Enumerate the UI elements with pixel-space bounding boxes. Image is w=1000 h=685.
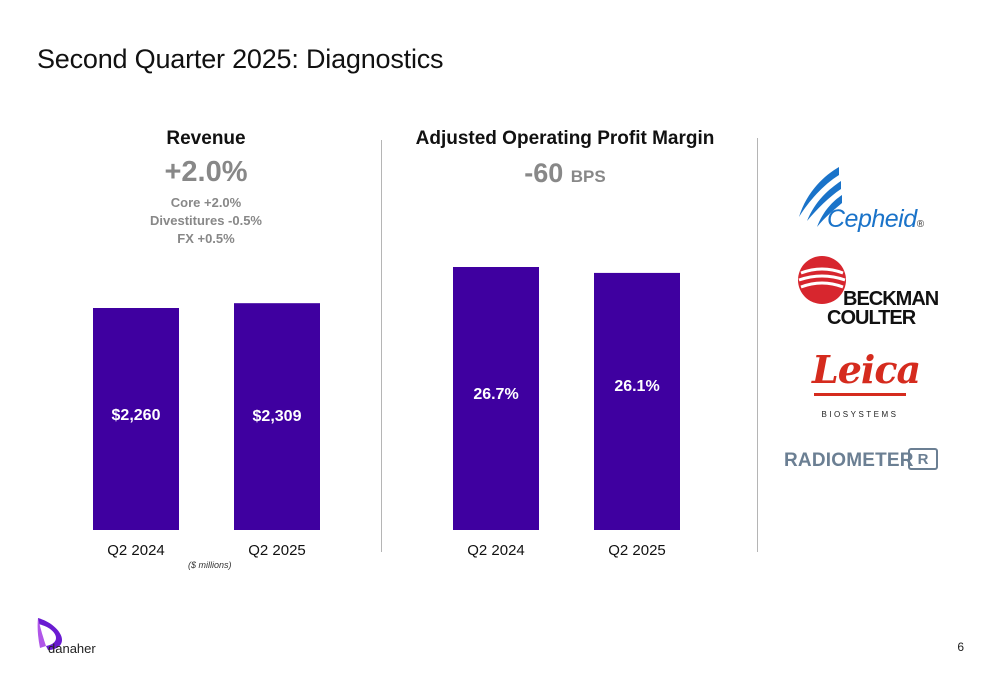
beckman-coulter-logo: BECKMAN COULTER [797, 255, 939, 330]
cepheid-wordmark: Cepheid® [827, 205, 924, 234]
page-number: 6 [957, 640, 964, 654]
revenue-detail-fx: FX +0.5% [177, 231, 235, 246]
margin-bar-1 [453, 267, 539, 530]
beckman-wordmark-line2: COULTER [827, 307, 916, 329]
cepheid-registered: ® [916, 219, 924, 230]
margin-change-value: -60 [524, 158, 564, 188]
revenue-bar-2 [234, 303, 320, 530]
leica-underline [814, 393, 906, 396]
beckman-wordmark-line1: BECKMAN [843, 288, 939, 310]
panel-divider-left [381, 140, 382, 552]
danaher-mark-icon [37, 618, 62, 650]
margin-bar-label-1: 26.7% [473, 386, 518, 403]
danaher-wordmark: danaher [48, 641, 96, 656]
margin-change: -60 BPS [440, 158, 690, 189]
radiometer-badge-icon: R [908, 448, 938, 470]
radiometer-wordmark: RADIOMETER [784, 450, 914, 471]
revenue-bar-label-2: $2,309 [253, 408, 302, 425]
cepheid-swoosh-icon [799, 167, 842, 227]
beckman-globe-icon [798, 256, 846, 304]
revenue-category-label-1: Q2 2024 [107, 542, 165, 559]
radiometer-badge-letter: R [917, 451, 929, 468]
page-title: Second Quarter 2025: Diagnostics [37, 44, 444, 74]
revenue-growth: +2.0% [164, 156, 248, 188]
revenue-bar-1 [93, 308, 179, 530]
margin-category-label-1: Q2 2024 [467, 542, 525, 559]
revenue-heading: Revenue [166, 128, 246, 149]
margin-change-unit: BPS [570, 167, 606, 186]
cepheid-logo: Cepheid® [795, 165, 945, 235]
radiometer-logo: RADIOMETER R [784, 448, 944, 474]
revenue-detail-core: Core +2.0% [170, 195, 242, 210]
margin-bar-label-2: 26.1% [614, 378, 659, 395]
cepheid-name: Cepheid [827, 205, 917, 233]
revenue-bar-label-1: $2,260 [112, 407, 161, 424]
margin-bar-2 [594, 272, 680, 530]
revenue-category-label-2: Q2 2025 [248, 542, 306, 559]
leica-subtitle: BIOSYSTEMS [821, 410, 899, 419]
margin-category-label-2: Q2 2025 [608, 542, 666, 559]
leica-biosystems-logo: Leica BIOSYSTEMS [800, 345, 921, 425]
revenue-detail-divestitures: Divestitures -0.5% [150, 213, 262, 228]
panel-divider-right [757, 138, 758, 552]
units-note: ($ millions) [188, 560, 232, 570]
leica-wordmark: Leica [812, 347, 921, 392]
margin-heading: Adjusted Operating Profit Margin [415, 128, 715, 149]
